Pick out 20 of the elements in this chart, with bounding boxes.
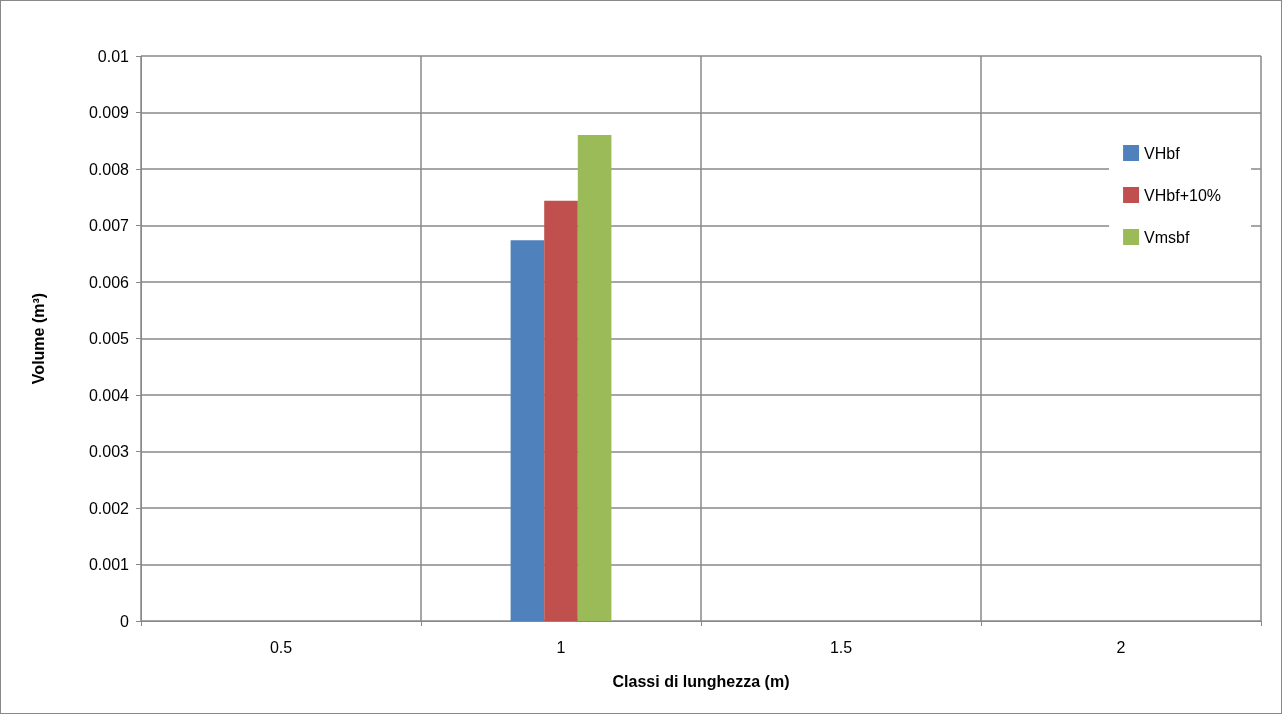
y-tick-label: 0.002 [88,499,130,517]
y-tick-label: 0.005 [88,330,130,347]
x-tick-label: 2 [1116,638,1126,656]
y-tick-label: 0.007 [88,217,130,234]
y-tick-label: 0.001 [88,556,130,573]
x-axis-title: Classi di lunghezza (m) [612,672,790,690]
y-tick-label: 0.006 [88,273,130,291]
y-tick-label: 0.003 [88,443,130,460]
x-tick-label: 1.5 [829,638,853,656]
y-tick-label: 0.01 [97,47,130,65]
legend-label: VHbf [1144,144,1181,162]
x-tick-label: 1 [556,638,566,656]
y-tick-label: 0 [120,612,130,630]
y-tick-label: 0.004 [88,386,130,404]
y-tick-label: 0.008 [88,160,130,178]
y-axis-title: Volume (m³) [29,292,47,385]
y-tick-label: 0.009 [88,104,130,121]
x-tick-label: 0.5 [269,638,293,656]
legend-label: VHbf+10% [1144,186,1221,204]
legend-label: Vmsbf [1144,228,1190,246]
